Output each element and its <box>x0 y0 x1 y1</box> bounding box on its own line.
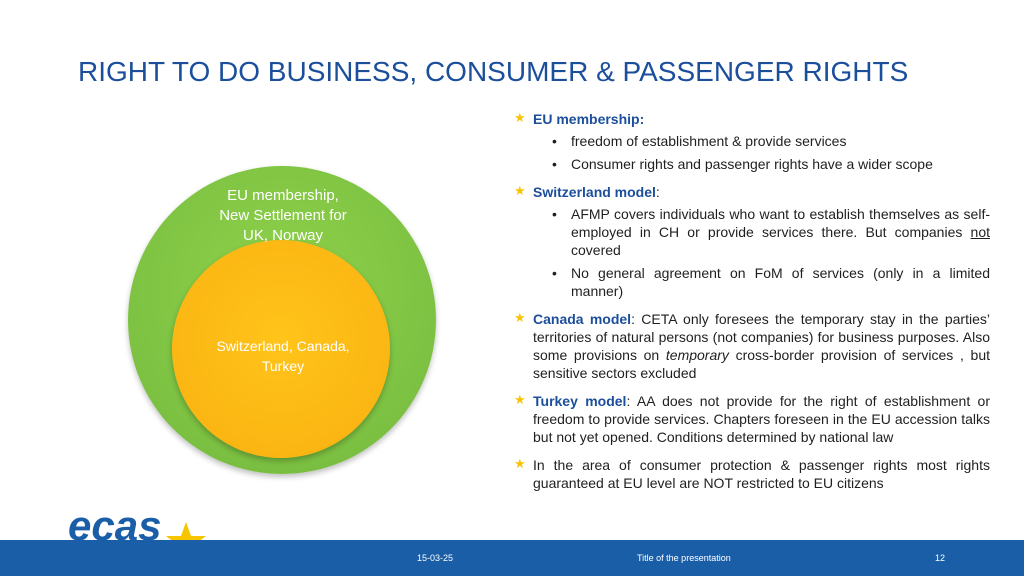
point-canada-model: ★ Canada model: CETA only foresees the t… <box>514 310 990 382</box>
point-heading: Canada model <box>533 311 632 327</box>
bullet-icon: • <box>552 156 557 172</box>
point-switzerland-model: ★ Switzerland model: • AFMP covers indivi… <box>514 183 990 300</box>
sub-item-text: Consumer rights and passenger rights hav… <box>571 156 933 172</box>
point-text: In the area of consumer protection & pas… <box>533 457 990 491</box>
sub-item: • AFMP covers individuals who want to est… <box>533 205 990 259</box>
inner-circle <box>172 240 390 458</box>
sub-list: • freedom of establishment & provide serv… <box>533 132 990 173</box>
footer-title: Title of the presentation <box>637 553 731 563</box>
point-heading: Switzerland model <box>533 184 656 200</box>
sub-item-text: freedom of establishment & provide servi… <box>571 133 847 149</box>
point-heading-colon: : <box>655 184 660 200</box>
sub-item-text-end: covered <box>571 242 621 258</box>
footer-date: 15-03-25 <box>417 553 454 563</box>
point-heading: EU membership: <box>533 111 645 127</box>
point-text: : CETA only foresees the temporary stay … <box>533 311 990 363</box>
inner-circle-label: Switzerland, Canada, Turkey <box>216 338 350 374</box>
slide-title: RIGHT TO DO BUSINESS, CONSUMER & PASSENG… <box>78 56 909 87</box>
sub-item-text: No general agreement on FoM of services … <box>571 265 990 299</box>
point-turkey-model: ★ Turkey model: AA does not provide for … <box>514 392 990 446</box>
page-number: 12 <box>935 553 946 563</box>
italic-text: temporary <box>665 347 729 363</box>
point-text-end: cross-border provision of services , but… <box>533 347 990 381</box>
point-heading: Turkey model <box>533 393 627 409</box>
content-list: ★ EU membership: • freedom of establishme… <box>514 110 990 502</box>
bullet-icon: • <box>552 206 557 222</box>
star-icon: ★ <box>514 110 526 125</box>
star-icon: ★ <box>514 310 526 325</box>
sub-item-text: AFMP covers individuals who want to esta… <box>571 206 990 240</box>
point-text: : AA does not provide for the right of e… <box>533 393 990 445</box>
footer-bar: 15-03-25 Title of the presentation 12 <box>0 540 1024 576</box>
bullet-icon: • <box>552 265 557 281</box>
sub-item: • Consumer rights and passenger rights ha… <box>533 155 990 173</box>
venn-diagram: EU membership, New Settlement for UK, No… <box>128 166 438 476</box>
outer-circle-label: EU membership, New Settlement for UK, No… <box>219 187 347 244</box>
underlined-text: not <box>970 224 990 240</box>
star-icon: ★ <box>514 183 526 198</box>
sub-list: • AFMP covers individuals who want to est… <box>533 205 990 300</box>
bullet-icon: • <box>552 133 557 149</box>
star-icon: ★ <box>514 456 526 471</box>
sub-item: • freedom of establishment & provide serv… <box>533 132 990 150</box>
sub-item: • No general agreement on FoM of services… <box>533 264 990 300</box>
point-eu-membership: ★ EU membership: • freedom of establishme… <box>514 110 990 173</box>
point-consumer-protection: ★ In the area of consumer protection & p… <box>514 456 990 492</box>
star-icon: ★ <box>514 392 526 407</box>
